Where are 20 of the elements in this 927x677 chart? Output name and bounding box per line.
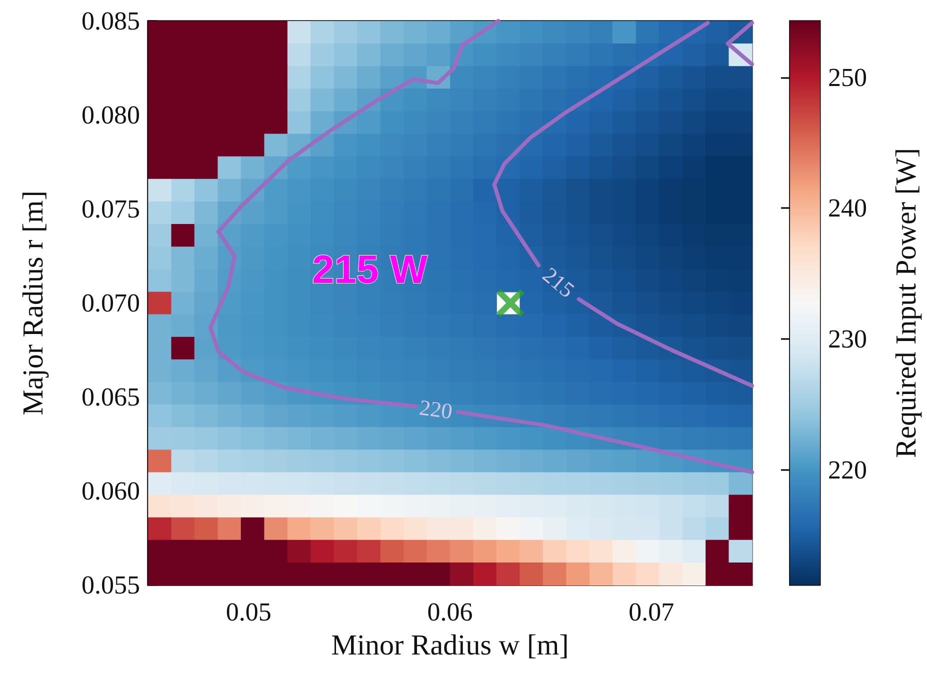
y-tick-label: 0.060 <box>82 476 140 506</box>
annotation: 215 W <box>312 248 428 292</box>
x-tick-label: 0.07 <box>628 598 674 626</box>
y-tick-label: 0.055 <box>82 570 140 600</box>
x-axis-title: Minor Radius w [m] <box>331 630 569 662</box>
color-bar-title: Required Input Power [W] <box>890 148 922 458</box>
y-axis-title: Major Radius r [m] <box>18 190 50 416</box>
x-tick-label: 0.06 <box>427 598 473 626</box>
color-bar-label: 240 <box>828 194 867 223</box>
x-tick-label: 0.05 <box>226 598 272 626</box>
color-bar-label: 250 <box>828 62 867 92</box>
text: 220 <box>418 394 454 424</box>
text: 215 <box>538 262 580 302</box>
y-tick-label: 0.080 <box>82 100 140 130</box>
y-tick-label: 0.085 <box>82 6 140 36</box>
y-tick-label: 0.075 <box>82 194 140 224</box>
color-bar-label: 220 <box>828 455 867 484</box>
color-bar-label: 230 <box>828 324 867 354</box>
y-tick-label: 0.070 <box>82 288 140 318</box>
y-tick-label: 0.065 <box>82 382 140 412</box>
